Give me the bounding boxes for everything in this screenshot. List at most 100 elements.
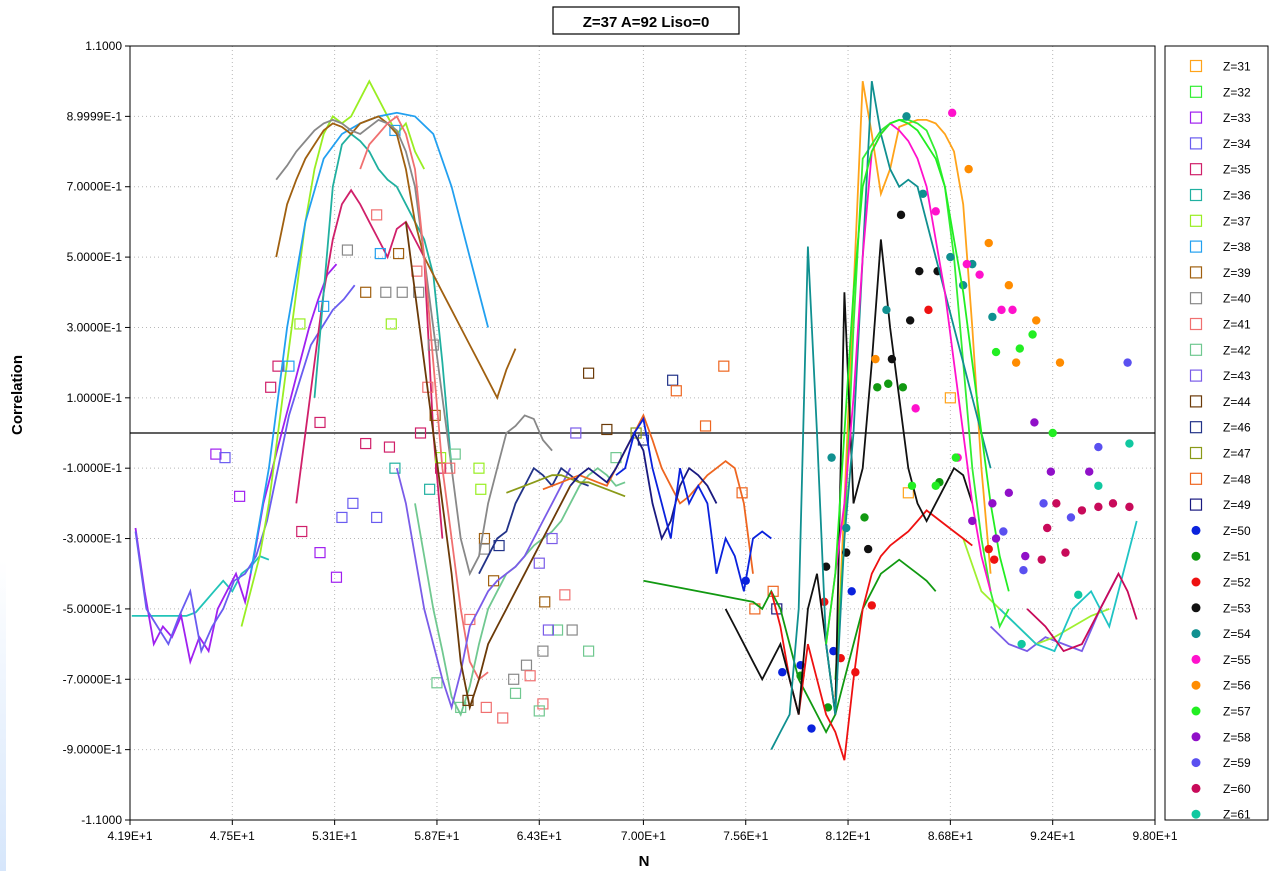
data-point-z57 <box>951 453 961 462</box>
data-point-z58 <box>1046 467 1056 476</box>
data-point-z57 <box>1015 344 1024 353</box>
data-point-z55 <box>1008 305 1017 315</box>
data-point-z38 <box>374 247 386 260</box>
y-tick-label: -7.0000E-1 <box>63 672 123 686</box>
data-point-z41 <box>371 209 383 221</box>
data-point-z42 <box>509 687 522 699</box>
series-line <box>999 520 1138 653</box>
data-point-z54 <box>918 189 928 198</box>
series-line-z39 <box>275 115 517 401</box>
legend-label-z49: Z=49 <box>1223 498 1251 512</box>
legend-label-z52: Z=52 <box>1223 576 1251 590</box>
data-point-z59 <box>1066 513 1076 522</box>
legend-label-z40: Z=40 <box>1223 292 1251 306</box>
data-point-z59 <box>999 527 1008 536</box>
legend-label-z31: Z=31 <box>1223 60 1251 74</box>
data-point-z54 <box>882 305 891 315</box>
y-axis-label: Correlation <box>9 355 26 435</box>
legend-marker-z61 <box>1191 809 1201 819</box>
data-point-z35 <box>314 416 326 429</box>
data-point-z35 <box>265 381 277 393</box>
series-line <box>131 555 270 617</box>
series-line-z57 <box>825 118 1010 645</box>
data-point-z33 <box>330 571 343 583</box>
data-point-z36 <box>424 483 436 495</box>
data-point-z43 <box>542 624 555 636</box>
y-tick-label: 8.9999E-1 <box>67 109 123 123</box>
data-point-z40 <box>478 543 491 555</box>
data-point-z54 <box>988 312 997 322</box>
series-line <box>1026 571 1138 653</box>
data-point-z52 <box>851 668 860 677</box>
data-point-z46 <box>493 539 505 552</box>
x-tick-label: 4.75E+1 <box>210 829 255 843</box>
legend-label-z41: Z=41 <box>1223 318 1251 332</box>
data-point-z51 <box>860 513 869 522</box>
data-point-z40 <box>508 673 520 685</box>
data-point-z52 <box>990 555 999 564</box>
chart-title: Z=37 A=92 Liso=0 <box>583 14 710 31</box>
data-point-z35 <box>414 427 427 439</box>
legend-marker-z55 <box>1191 654 1201 664</box>
series-line-z37 <box>240 79 425 627</box>
legend-marker-z31 <box>1189 59 1203 73</box>
series-line <box>962 538 1110 646</box>
data-point-z59 <box>1039 499 1048 508</box>
data-point-z59 <box>1094 442 1103 452</box>
legend-marker-z35 <box>1189 163 1203 176</box>
data-point-z50 <box>847 587 856 596</box>
data-point-z55 <box>997 305 1006 315</box>
data-point-z40 <box>427 339 439 351</box>
data-point-z58 <box>1021 551 1030 561</box>
legend-marker-z38 <box>1189 240 1203 253</box>
data-point-z34 <box>219 452 231 464</box>
data-point-z41 <box>524 670 536 682</box>
legend-marker-z48 <box>1189 472 1203 485</box>
legend-marker-z40 <box>1189 292 1203 305</box>
data-point-z56 <box>1011 358 1021 367</box>
data-point-z44 <box>462 694 474 706</box>
data-point-z38 <box>283 360 295 372</box>
y-tick-label: 5.0000E-1 <box>67 250 123 264</box>
data-point-z58 <box>1030 418 1039 427</box>
legend-marker-z59 <box>1191 758 1201 768</box>
legend-marker-z57 <box>1191 706 1201 716</box>
data-point-z44 <box>583 367 595 379</box>
series-line-z36 <box>313 132 453 469</box>
data-point-z60 <box>1108 499 1118 508</box>
data-point-z41 <box>444 462 456 474</box>
data-point-z39 <box>392 247 405 260</box>
data-point-z61 <box>1094 481 1103 490</box>
data-point-z58 <box>988 499 997 508</box>
x-tick-label: 9.24E+1 <box>1030 829 1075 843</box>
series-line-z40 <box>275 118 553 577</box>
data-point-z54 <box>827 453 836 462</box>
legend-label-z61: Z=61 <box>1223 808 1251 822</box>
x-tick-label: 7.56E+1 <box>723 829 768 843</box>
data-point-z51 <box>898 383 908 392</box>
legend-label-z57: Z=57 <box>1223 705 1251 719</box>
data-point-z39 <box>539 596 551 608</box>
data-point-z58 <box>1085 467 1094 476</box>
x-tick-label: 9.80E+1 <box>1132 829 1177 843</box>
x-tick-label: 8.12E+1 <box>826 829 871 843</box>
data-point-z41 <box>497 712 509 724</box>
data-point-z51 <box>884 379 893 388</box>
legend-marker-z50 <box>1191 525 1201 535</box>
data-point-z55 <box>962 259 972 269</box>
legend-marker-z47 <box>1189 446 1203 460</box>
series-line-z34 <box>134 284 356 655</box>
data-point-z56 <box>1004 281 1014 290</box>
x-tick-label: 5.87E+1 <box>414 829 459 843</box>
data-point-z46 <box>667 374 679 386</box>
side-strip <box>0 560 6 871</box>
data-point-z56 <box>871 354 880 364</box>
y-tick-label: 3.0000E-1 <box>67 320 123 334</box>
legend-label-z32: Z=32 <box>1223 85 1251 99</box>
x-tick-label: 5.31E+1 <box>312 829 357 843</box>
data-point-z50 <box>829 646 838 656</box>
data-point-z43 <box>570 427 582 439</box>
data-point-z33 <box>234 490 246 502</box>
data-point-z34 <box>347 497 359 509</box>
